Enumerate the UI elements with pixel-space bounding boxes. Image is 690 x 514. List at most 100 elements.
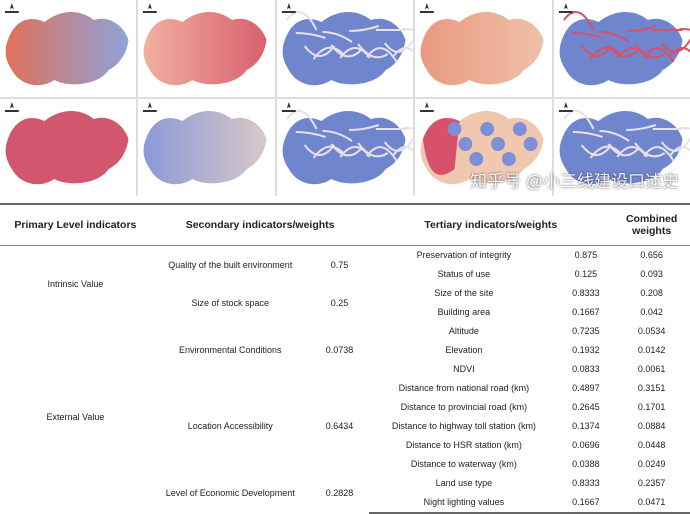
primary-intrinsic: Intrinsic Value <box>47 278 104 289</box>
tertiary-name: Distance to provincial road (km) <box>400 402 528 412</box>
header-secondary: Secondary indicators/weights <box>150 203 370 246</box>
table-row: Size of stock space 0.25 Size of the site 0… <box>0 284 690 308</box>
scale-bar <box>143 11 158 13</box>
tertiary-name: Altitude <box>448 326 479 336</box>
combined-weight: 0.042 <box>640 307 663 317</box>
scale-bar <box>4 110 19 112</box>
table-row: Location Accessibility 0.6434 Distance fro… <box>0 379 690 431</box>
scale-bar <box>4 11 19 13</box>
map-region <box>282 11 414 86</box>
tertiary-weight: 0.1667 <box>558 493 614 514</box>
map-region <box>5 110 129 185</box>
combined-weight: 0.208 <box>640 288 663 298</box>
scale-bar <box>558 11 573 13</box>
tertiary-weight: 0.0833 <box>572 364 600 374</box>
header-tertiary: Tertiary indicators/weights <box>369 203 614 246</box>
secondary-name: Environmental Conditions <box>179 345 282 355</box>
map-panel <box>553 99 690 196</box>
scale-bar <box>281 11 296 13</box>
north-arrow-icon <box>425 102 430 108</box>
combined-weight: 0.0534 <box>637 326 666 336</box>
map-panel <box>276 0 414 97</box>
table-row: Distance to waterway (km) 0.0388 0.0249 <box>0 455 690 474</box>
tertiary-weight: 0.8333 <box>572 288 600 298</box>
map-panel <box>0 99 137 196</box>
map-panel <box>415 99 552 196</box>
scale-bar <box>558 110 573 112</box>
map-panel <box>138 99 275 196</box>
scale-bar <box>420 11 434 13</box>
table-row: Building area 0.1667 0.042 <box>0 303 690 322</box>
tertiary-name: Night lighting values <box>369 493 559 514</box>
table-row: Distance to HSR station (km) 0.0696 0.0448 <box>0 436 690 455</box>
combined-weight: 0.3151 <box>637 383 666 393</box>
tertiary-weight: 0.125 <box>574 269 598 279</box>
map-region <box>143 110 267 185</box>
north-arrow-icon <box>9 102 14 108</box>
scale-bar <box>420 110 434 112</box>
combined-weight: 0.656 <box>640 250 663 260</box>
tertiary-name: Size of the site <box>434 288 494 298</box>
tertiary-name: NDVI <box>453 364 475 374</box>
table-row: NDVI 0.0833 0.0061 <box>0 360 690 379</box>
secondary-weight: 0.75 <box>330 259 349 270</box>
combined-weight: 0.0249 <box>637 459 666 469</box>
combined-weight: 0.0448 <box>637 440 666 450</box>
table-row: Status of use 0.125 0.093 <box>0 265 690 284</box>
map-region <box>5 11 129 86</box>
primary-external: External Value <box>46 412 105 422</box>
combined-weight: 0.2357 <box>637 478 666 488</box>
map-panel <box>138 0 275 97</box>
tertiary-weight: 0.8333 <box>572 478 600 488</box>
tertiary-weight: 0.7235 <box>572 326 600 336</box>
combined-weight: 0.0471 <box>613 493 690 514</box>
tertiary-name: Elevation <box>445 345 483 355</box>
map-panel <box>276 99 414 196</box>
tertiary-weight: 0.0696 <box>572 440 600 450</box>
north-arrow-icon <box>286 3 291 9</box>
map-region <box>282 110 414 185</box>
table-header: Primary Level indicators Secondary indic… <box>0 203 690 246</box>
secondary-weight: 0.0738 <box>325 345 354 355</box>
table-row: Elevation 0.1932 0.0142 <box>0 341 690 360</box>
combined-weight: 0.0061 <box>637 364 666 374</box>
tertiary-name: Distance to HSR station (km) <box>405 440 522 450</box>
scale-bar <box>281 110 296 112</box>
map-panel <box>0 0 137 97</box>
secondary-name: Quality of the built environment <box>168 259 293 270</box>
secondary-name: Location Accessibility <box>187 421 273 431</box>
north-arrow-icon <box>563 102 568 108</box>
tertiary-name: Distance to waterway (km) <box>410 459 517 469</box>
north-arrow-icon <box>425 3 430 9</box>
map-grid <box>0 0 690 196</box>
watermark: 知乎号 @小三线建设口述史 <box>470 172 679 191</box>
table-row: Distance to highway toll station (km) 0.1… <box>0 417 690 436</box>
tertiary-weight: 0.1932 <box>572 345 600 355</box>
map-region <box>559 110 690 185</box>
tertiary-name: Distance to highway toll station (km) <box>391 421 536 431</box>
tertiary-name: Status of use <box>437 269 491 279</box>
scale-bar <box>143 110 158 112</box>
secondary-weight: 0.25 <box>330 297 349 308</box>
tertiary-name: Land use type <box>435 478 493 488</box>
secondary-name: Level of Economic Development <box>165 488 295 498</box>
map-panel <box>415 0 552 97</box>
secondary-weight: 0.2828 <box>325 488 354 498</box>
north-arrow-icon <box>286 102 291 108</box>
tertiary-weight: 0.875 <box>574 250 598 260</box>
combined-weight: 0.0142 <box>637 345 666 355</box>
map-panel <box>553 0 690 97</box>
tertiary-weight: 0.1667 <box>572 307 600 317</box>
header-primary: Primary Level indicators <box>0 203 151 246</box>
tertiary-name: Building area <box>437 307 491 317</box>
combined-weight: 0.093 <box>640 269 663 279</box>
table-row: Distance to provincial road (km) 0.2645 0.… <box>0 398 690 417</box>
north-arrow-icon <box>148 102 153 108</box>
combined-weight: 0.1701 <box>637 402 666 412</box>
north-arrow-icon <box>148 3 153 9</box>
map-region <box>143 11 267 86</box>
indicator-table: Primary Level indicators Secondary indic… <box>0 203 690 514</box>
north-arrow-icon <box>9 3 14 9</box>
tertiary-weight: 0.0388 <box>572 459 600 469</box>
map-region <box>420 11 544 86</box>
